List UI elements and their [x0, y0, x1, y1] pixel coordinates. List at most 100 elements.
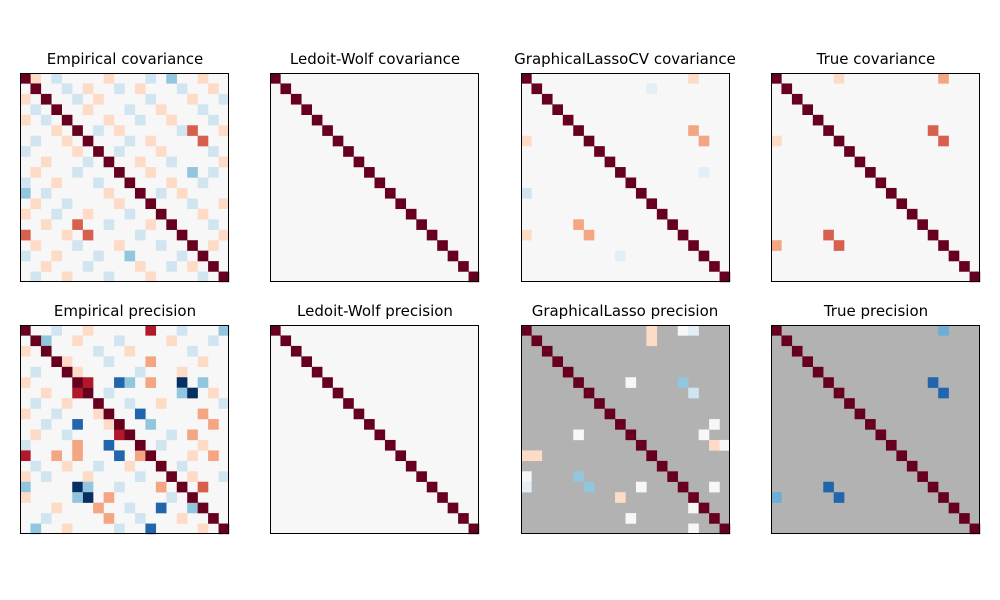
heatmap-cell: [521, 450, 532, 462]
heatmap-cell: [20, 114, 31, 126]
heatmap-cell: [709, 419, 720, 430]
heatmap-diagonal-cell: [938, 240, 949, 251]
heatmap-cell: [833, 73, 845, 84]
heatmap-cell: [134, 261, 146, 272]
heatmap-cell: [124, 398, 136, 409]
heatmap-cell: [20, 93, 31, 105]
heatmap-cell: [208, 219, 219, 230]
heatmap-diagonal-cell: [865, 419, 876, 430]
heatmap-cell: [82, 83, 94, 95]
heatmap-cell: [187, 93, 198, 105]
heatmap-diagonal-cell: [906, 460, 918, 472]
heatmap-cell: [20, 450, 31, 462]
heatmap-cell: [145, 135, 157, 147]
heatmap-diagonal-cell: [468, 523, 480, 535]
heatmap-diagonal-cell: [812, 114, 824, 126]
heatmap-cell: [573, 471, 584, 482]
heatmap-diagonal-cell: [791, 93, 803, 105]
heatmap-cell: [197, 356, 209, 367]
heatmap-cell: [145, 356, 157, 367]
heatmap-diagonal-cell: [781, 335, 793, 347]
heatmap-cell: [103, 187, 115, 199]
heatmap-diagonal-cell: [437, 492, 448, 503]
heatmap-diagonal-cell: [280, 335, 292, 347]
heatmap-diagonal-cell: [531, 335, 543, 347]
heatmap-cell: [176, 387, 188, 399]
heatmap-cell: [771, 492, 782, 503]
heatmap-diagonal-cell: [885, 187, 897, 199]
heatmap-diagonal-cell: [802, 356, 813, 367]
heatmap-diagonal-cell: [30, 83, 42, 95]
heatmap-cell: [187, 429, 198, 441]
heatmap-cell: [197, 208, 209, 220]
heatmap-diagonal-cell: [791, 345, 803, 357]
heatmap-cell: [40, 114, 52, 126]
heatmap-cell: [145, 271, 157, 283]
panel-true-covariance: [771, 73, 981, 283]
heatmap-diagonal-cell: [322, 125, 333, 136]
heatmap-diagonal-cell: [698, 502, 710, 514]
heatmap-cell: [155, 146, 167, 157]
heatmap-cell: [176, 460, 188, 472]
heatmap-cell: [114, 240, 125, 251]
heatmap-cell: [40, 471, 52, 482]
heatmap-cell: [30, 104, 42, 115]
heatmap-cell: [145, 325, 157, 336]
heatmap-cell: [124, 345, 136, 357]
heatmap-cell: [709, 481, 720, 493]
heatmap-diagonal-cell: [82, 135, 94, 147]
heatmap-diagonal-cell: [959, 261, 970, 272]
heatmap-diagonal-cell: [447, 502, 459, 514]
heatmap-cell: [176, 187, 188, 199]
heatmap-cell: [82, 492, 94, 503]
heatmap-cell: [124, 104, 136, 115]
heatmap-cell: [187, 387, 198, 399]
heatmap-diagonal-cell: [124, 429, 136, 441]
heatmap-diagonal-cell: [917, 219, 928, 230]
heatmap-cell: [93, 502, 104, 514]
heatmap-cell: [30, 240, 42, 251]
heatmap-cell: [187, 502, 198, 514]
heatmap-cell: [72, 450, 83, 462]
heatmap-diagonal-cell: [51, 104, 62, 115]
heatmap-diagonal-cell: [405, 208, 417, 220]
heatmap-cell: [40, 387, 52, 399]
heatmap-diagonal-cell: [61, 366, 73, 378]
heatmap-diagonal-cell: [969, 523, 981, 535]
heatmap-cell: [61, 398, 73, 409]
heatmap-cell: [187, 261, 198, 272]
heatmap-cell: [40, 156, 52, 168]
heatmap-cell: [103, 356, 115, 367]
heatmap-cell: [521, 471, 532, 482]
heatmap-cell: [72, 387, 83, 399]
heatmap-cell: [82, 229, 94, 241]
heatmap-cell: [72, 146, 83, 157]
heatmap-diagonal-cell: [709, 513, 720, 524]
heatmap-cell: [20, 377, 31, 388]
heatmap-diagonal-cell: [594, 398, 605, 409]
heatmap-cell: [61, 198, 73, 210]
heatmap-diagonal-cell: [635, 439, 647, 451]
heatmap-cell: [72, 366, 83, 378]
heatmap-diagonal-cell: [114, 167, 125, 178]
heatmap-diagonal-cell: [917, 471, 928, 482]
heatmap-cell: [145, 73, 157, 84]
panel-ledoit-wolf-precision: [270, 325, 480, 535]
heatmap-cell: [20, 492, 31, 503]
heatmap-diagonal-cell: [322, 377, 333, 388]
heatmap-cell: [82, 325, 94, 336]
heatmap-diagonal-cell: [187, 240, 198, 251]
heatmap-cell: [208, 114, 219, 126]
heatmap-cell: [114, 523, 125, 535]
heatmap-diagonal-cell: [531, 83, 543, 95]
heatmap-diagonal-cell: [374, 429, 386, 441]
heatmap-cell: [833, 492, 845, 503]
heatmap-diagonal-cell: [833, 387, 845, 399]
heatmap-diagonal-cell: [709, 261, 720, 272]
heatmap-diagonal-cell: [270, 73, 281, 84]
heatmap-cell: [187, 198, 198, 210]
heatmap-cell: [145, 377, 157, 388]
heatmap-cell: [197, 408, 209, 420]
heatmap-diagonal-cell: [364, 167, 375, 178]
heatmap-cell: [197, 377, 209, 388]
